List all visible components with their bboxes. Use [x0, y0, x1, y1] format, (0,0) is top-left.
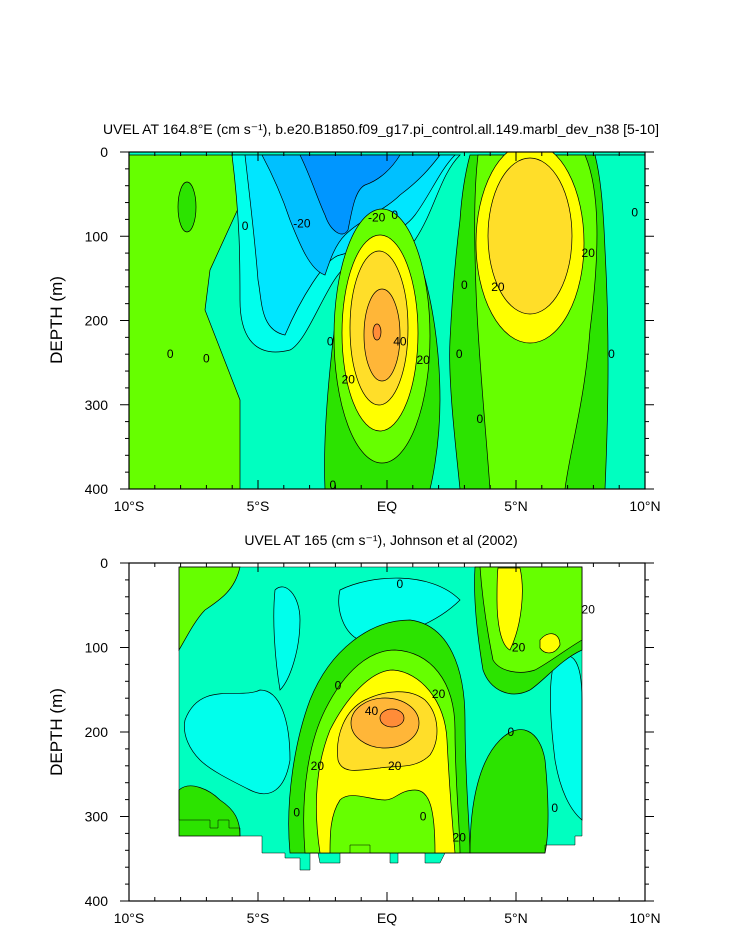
- contour-label: 0: [397, 577, 404, 591]
- panel-1-contour-labels: 0 -20 -20 0 0 0 0 0 40 20 20 0 0 0 20 20 0 0: [167, 206, 638, 492]
- x-tick-label: 5°S: [247, 910, 270, 926]
- contour-label: 0: [203, 351, 210, 365]
- contour-label: 20: [512, 641, 526, 655]
- y-tick-label: 300: [85, 397, 109, 413]
- contour-label: 0: [608, 347, 615, 361]
- contour-label: 0: [293, 805, 300, 819]
- contour-label: 20: [491, 280, 505, 294]
- panel-2-contour-labels: 0 20 20 0 20 40 0 20 20 0 0 0 20: [293, 577, 595, 845]
- contour-label: 0: [631, 206, 638, 220]
- contour-label: 20: [453, 831, 467, 845]
- contour-fill-necc-30: [487, 157, 573, 315]
- contour-fill-north-20: [496, 567, 523, 651]
- contour-fill-sw-green: [178, 566, 241, 652]
- contour-fill-necc-east-gap: [594, 154, 645, 489]
- contour-label: 20: [388, 759, 402, 773]
- x-tick-label: EQ: [377, 498, 397, 514]
- contour-label: 20: [582, 602, 596, 616]
- contour-fill-east-neg: [550, 655, 583, 821]
- contour-label: -20: [293, 217, 311, 231]
- panel-2: UVEL AT 165 (cm s⁻¹), Johnson et al (200…: [47, 532, 661, 926]
- contour-label: 0: [461, 278, 468, 292]
- contour-label: 0: [456, 347, 463, 361]
- contour-label: 0: [507, 725, 514, 739]
- contour-fill-west-30: [299, 154, 401, 235]
- contour-label: 20: [416, 353, 430, 367]
- panel-2-y-axis-label: DEPTH (m): [47, 688, 66, 776]
- contour-fill-euc-50: [372, 323, 382, 341]
- contour-fill-east-deep: [469, 729, 549, 854]
- contour-label: 20: [342, 372, 356, 386]
- contour-label: 0: [242, 219, 249, 233]
- panel-1: UVEL AT 164.8°E (cm s⁻¹), b.e20.B1850.f0…: [47, 121, 661, 514]
- y-tick-label: 300: [85, 809, 109, 825]
- panel-2-contour-fill: [178, 566, 583, 871]
- x-tick-label: 10°N: [629, 498, 660, 514]
- y-tick-label: 400: [85, 893, 109, 909]
- y-tick-label: 0: [100, 555, 108, 571]
- contour-fill-south-core: [177, 181, 197, 233]
- contour-label: 40: [365, 704, 379, 718]
- x-tick-label: 5°S: [247, 498, 270, 514]
- contour-label: 20: [432, 687, 446, 701]
- y-tick-label: 100: [85, 640, 109, 656]
- y-tick-label: 0: [100, 144, 108, 160]
- contour-label: 0: [420, 810, 427, 824]
- contour-fill-euc-50: [379, 708, 405, 728]
- y-tick-label: 400: [85, 481, 109, 497]
- data-region-outline: [178, 566, 583, 871]
- contour-fill-euc-40: [363, 288, 401, 382]
- contour-label: 0: [327, 335, 334, 349]
- contour-label: -20: [368, 211, 386, 225]
- x-tick-label: 5°N: [504, 498, 528, 514]
- x-tick-label: EQ: [377, 910, 397, 926]
- contour-fill-north-neg: [338, 577, 461, 641]
- x-tick-label: 5°N: [504, 910, 528, 926]
- panel-2-title: UVEL AT 165 (cm s⁻¹), Johnson et al (200…: [244, 532, 517, 548]
- x-tick-label: 10°S: [114, 498, 145, 514]
- contour-label: 0: [391, 208, 398, 222]
- contour-label: 0: [329, 478, 336, 492]
- contour-label: 0: [477, 412, 484, 426]
- contour-label: 40: [393, 335, 407, 349]
- contour-label: 20: [582, 246, 596, 260]
- contour-label: 0: [335, 679, 342, 693]
- panel-1-contour-fill: [129, 152, 645, 489]
- y-tick-label: 200: [85, 724, 109, 740]
- contour-label: 0: [167, 347, 174, 361]
- contour-label: 0: [551, 801, 558, 815]
- y-tick-label: 100: [85, 228, 109, 244]
- x-tick-label: 10°N: [629, 910, 660, 926]
- contour-fill-north-20-b: [539, 633, 561, 654]
- y-tick-label: 200: [85, 313, 109, 329]
- contour-label: 20: [311, 759, 325, 773]
- contour-fill-south-neg-2: [273, 586, 301, 691]
- contour-fill-south-neg: [184, 689, 291, 795]
- panel-1-title: UVEL AT 164.8°E (cm s⁻¹), b.e20.B1850.f0…: [103, 121, 659, 137]
- panel-1-y-axis-label: DEPTH (m): [47, 276, 66, 364]
- x-tick-label: 10°S: [114, 910, 145, 926]
